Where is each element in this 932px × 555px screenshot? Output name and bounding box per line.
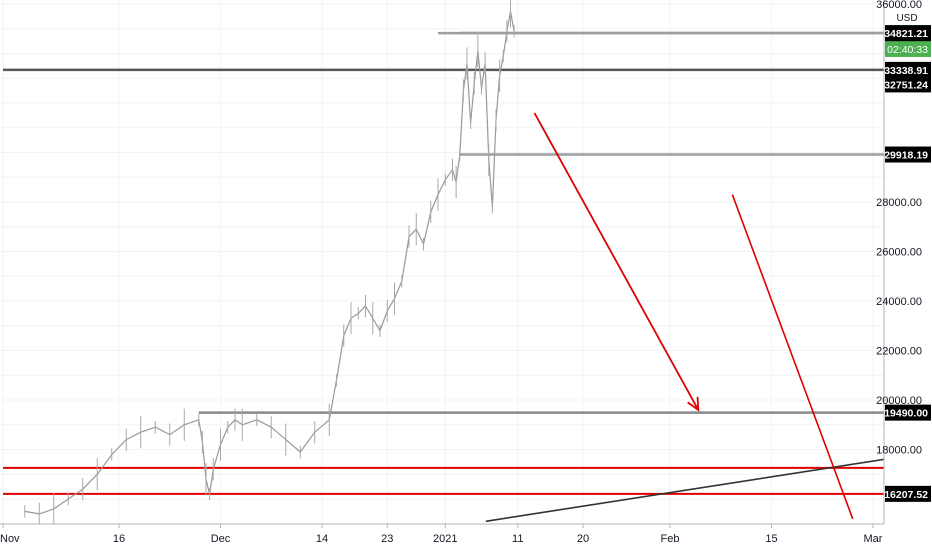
grid-lines — [0, 0, 884, 524]
price-tick-label: 24000.00 — [876, 296, 922, 308]
time-tick-label: Feb — [661, 533, 680, 545]
price-label: 19490.00 — [884, 408, 928, 420]
time-tick-label: 20 — [577, 533, 589, 545]
trend-line[interactable] — [485, 450, 932, 523]
price-label-bg — [885, 404, 931, 421]
price-label-bg — [885, 485, 931, 502]
price-label: 33338.91 — [884, 65, 928, 77]
time-tick-label: 16 — [113, 533, 125, 545]
price-label: 16207.52 — [884, 489, 928, 501]
countdown-bg — [885, 40, 931, 57]
arrow-line[interactable] — [533, 112, 700, 411]
price-line — [24, 10, 515, 515]
price-tick-label: 26000.00 — [876, 247, 922, 259]
time-tick-label: Nov — [0, 533, 20, 545]
price-tick-label: 22000.00 — [876, 346, 922, 358]
price-label-bg — [885, 146, 931, 163]
price-series — [24, 0, 515, 525]
time-axis-bg — [0, 524, 932, 550]
time-tick-label: 14 — [316, 533, 328, 545]
time-tick-label: Mar — [864, 533, 883, 545]
time-axis[interactable]: Nov 16 Dec 14 23 2021 11 20 Feb 15 Mar — [0, 523, 932, 550]
time-tick-label: 15 — [765, 533, 777, 545]
price-tick-label: 36000.00 — [876, 0, 922, 11]
horizontal-levels — [3, 31, 884, 495]
currency-badge[interactable]: USD — [896, 13, 917, 24]
trend-line[interactable] — [731, 194, 854, 520]
time-tick-label: 23 — [381, 533, 393, 545]
price-tick-label: 20000.00 — [876, 395, 922, 407]
time-tick-label: 2021 — [433, 533, 457, 545]
price-labels: 34829.3702:40:3334821.2133338.9132751.24… — [884, 24, 931, 502]
price-label: 32751.24 — [884, 79, 928, 91]
price-label-bg — [885, 61, 931, 78]
time-tick-label: Dec — [211, 533, 231, 545]
price-tick-label: 18000.00 — [876, 445, 922, 457]
price-label: 34821.21 — [884, 28, 928, 40]
price-label-bg — [885, 76, 931, 93]
price-label: 29918.19 — [884, 150, 928, 162]
currency-label[interactable]: USD — [896, 13, 917, 24]
countdown-label: 02:40:33 — [887, 44, 928, 56]
arrow-head[interactable] — [687, 396, 700, 412]
trend-lines[interactable] — [485, 112, 932, 523]
price-label-bg — [885, 25, 931, 42]
time-tick-label: 11 — [512, 533, 523, 545]
price-tick-label: 28000.00 — [876, 197, 922, 209]
